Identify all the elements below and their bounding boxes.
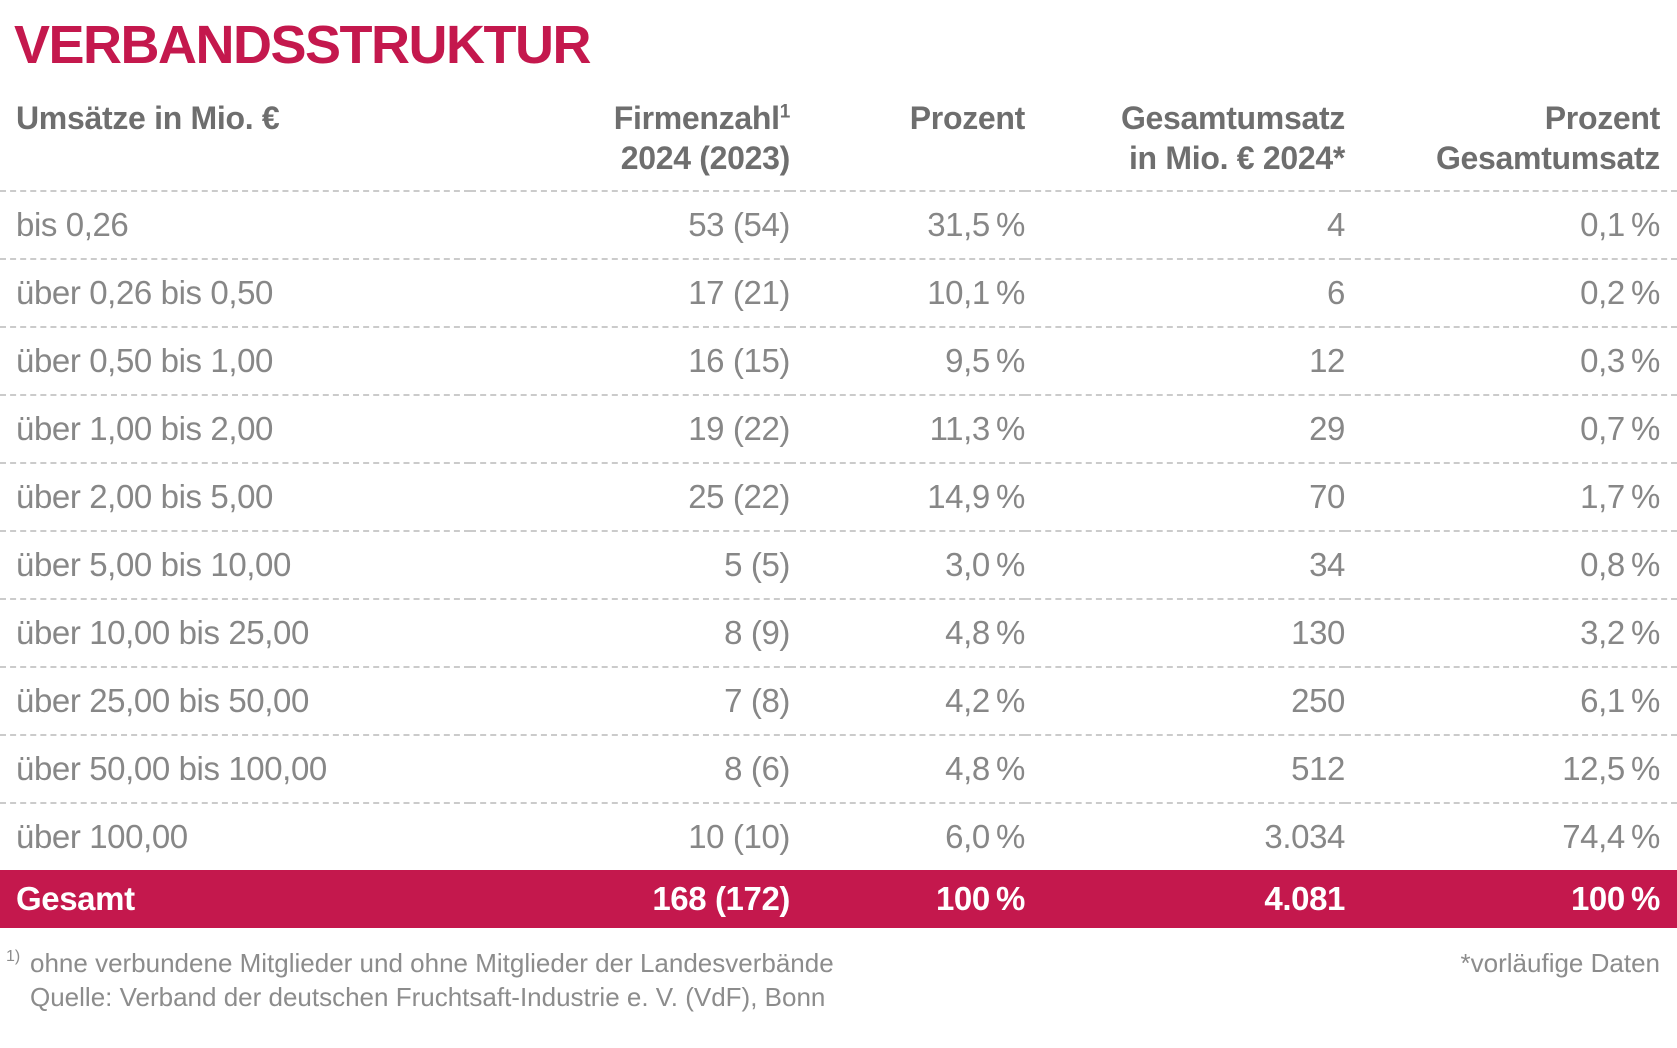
total-revenue: 4.081 <box>1264 880 1345 917</box>
table-total-row: Gesamt 168 (172) 100 % 4.081 100 % <box>0 870 1677 928</box>
total-label: Gesamt <box>16 880 135 917</box>
cell-revenue: 512 <box>1291 750 1345 787</box>
cell-revenue-percent: 6,1 % <box>1580 682 1660 719</box>
cell-range: über 100,00 <box>16 818 188 855</box>
table-header-row: Umsätze in Mio. € Firmenzahl1 2024 (2023)… <box>0 94 1677 191</box>
col-header-firmenzahl-sub: 2024 (2023) <box>620 140 791 176</box>
cell-firms: 16 (15) <box>688 342 790 379</box>
cell-range: über 50,00 bis 100,00 <box>16 750 327 787</box>
cell-revenue-percent: 0,3 % <box>1580 342 1660 379</box>
cell-range: über 5,00 bis 10,00 <box>16 546 291 583</box>
total-revenue-percent: 100 % <box>1570 880 1660 917</box>
table-row: über 0,50 bis 1,00 16 (15) 9,5 % 12 0,3 … <box>0 327 1677 395</box>
cell-range: über 0,50 bis 1,00 <box>16 342 273 379</box>
col-header-prozent-gesamtumsatz-label: Prozent <box>1544 100 1661 136</box>
total-firms: 168 (172) <box>652 880 790 917</box>
cell-percent: 9,5 % <box>945 342 1025 379</box>
cell-revenue-percent: 3,2 % <box>1580 614 1660 651</box>
cell-revenue: 250 <box>1291 682 1345 719</box>
cell-percent: 3,0 % <box>945 546 1025 583</box>
footnotes: 1) ohne verbundene Mitglieder und ohne M… <box>0 928 1677 1014</box>
cell-revenue: 34 <box>1309 546 1345 583</box>
source-note: Quelle: Verband der deutschen Fruchtsaft… <box>6 980 834 1014</box>
footnote-1-marker: 1) <box>6 948 21 965</box>
footnote-1-text: ohne verbundene Mitglieder und ohne Mitg… <box>30 948 834 978</box>
col-header-umsaetze-label: Umsätze in Mio. € <box>16 100 280 136</box>
cell-revenue-percent: 1,7 % <box>1580 478 1660 515</box>
cell-firms: 8 (9) <box>724 614 790 651</box>
cell-range: über 2,00 bis 5,00 <box>16 478 273 515</box>
cell-revenue-percent: 12,5 % <box>1562 750 1660 787</box>
col-header-umsaetze: Umsätze in Mio. € <box>0 94 470 191</box>
cell-percent: 14,9 % <box>927 478 1025 515</box>
col-header-firmenzahl-label: Firmenzahl <box>613 100 780 136</box>
cell-firms: 53 (54) <box>688 206 790 243</box>
col-header-firmenzahl: Firmenzahl1 2024 (2023) <box>470 94 791 191</box>
table-row: über 2,00 bis 5,00 25 (22) 14,9 % 70 1,7… <box>0 463 1677 531</box>
cell-firms: 17 (21) <box>688 274 790 311</box>
cell-revenue-percent: 0,8 % <box>1580 546 1660 583</box>
col-header-prozent-gesamtumsatz-sub: Gesamtumsatz <box>1435 140 1660 176</box>
footnotes-left: 1) ohne verbundene Mitglieder und ohne M… <box>6 946 834 1014</box>
col-header-gesamtumsatz-label: Gesamtumsatz <box>1120 100 1345 136</box>
cell-percent: 4,2 % <box>945 682 1025 719</box>
table-row: über 10,00 bis 25,00 8 (9) 4,8 % 130 3,2… <box>0 599 1677 667</box>
footnote-1: 1) ohne verbundene Mitglieder und ohne M… <box>6 946 834 980</box>
table-row: über 100,00 10 (10) 6,0 % 3.034 74,4 % <box>0 803 1677 870</box>
table-row: über 1,00 bis 2,00 19 (22) 11,3 % 29 0,7… <box>0 395 1677 463</box>
cell-revenue: 70 <box>1309 478 1345 515</box>
cell-percent: 10,1 % <box>927 274 1025 311</box>
cell-range: bis 0,26 <box>16 206 129 243</box>
cell-revenue: 6 <box>1327 274 1345 311</box>
total-percent: 100 % <box>935 880 1025 917</box>
cell-revenue-percent: 74,4 % <box>1562 818 1660 855</box>
cell-firms: 25 (22) <box>688 478 790 515</box>
col-header-gesamtumsatz: Gesamtumsatz in Mio. € 2024* <box>1025 94 1345 191</box>
cell-range: über 1,00 bis 2,00 <box>16 410 273 447</box>
cell-firms: 10 (10) <box>688 818 790 855</box>
association-structure-table: Umsätze in Mio. € Firmenzahl1 2024 (2023)… <box>0 94 1677 928</box>
cell-range: über 0,26 bis 0,50 <box>16 274 273 311</box>
cell-revenue: 29 <box>1309 410 1345 447</box>
footnote-marker-1: 1 <box>779 101 791 123</box>
cell-firms: 5 (5) <box>724 546 790 583</box>
cell-revenue-percent: 0,2 % <box>1580 274 1660 311</box>
cell-firms: 7 (8) <box>724 682 790 719</box>
cell-revenue: 3.034 <box>1264 818 1345 855</box>
cell-percent: 11,3 % <box>929 410 1026 447</box>
table-row: über 0,26 bis 0,50 17 (21) 10,1 % 6 0,2 … <box>0 259 1677 327</box>
table-row: über 50,00 bis 100,00 8 (6) 4,8 % 512 12… <box>0 735 1677 803</box>
cell-percent: 4,8 % <box>945 614 1025 651</box>
col-header-prozent: Prozent <box>790 94 1026 191</box>
cell-range: über 25,00 bis 50,00 <box>16 682 309 719</box>
cell-revenue: 130 <box>1291 614 1345 651</box>
source-note-text: Quelle: Verband der deutschen Fruchtsaft… <box>30 982 826 1012</box>
cell-percent: 31,5 % <box>927 206 1025 243</box>
page-title: VERBANDSSTRUKTUR <box>14 15 592 75</box>
cell-percent: 4,8 % <box>945 750 1025 787</box>
cell-revenue-percent: 0,1 % <box>1580 206 1660 243</box>
table-row: über 25,00 bis 50,00 7 (8) 4,2 % 250 6,1… <box>0 667 1677 735</box>
preliminary-note: *vorläufige Daten <box>1460 948 1660 978</box>
col-header-prozent-gesamtumsatz: Prozent Gesamtumsatz <box>1345 94 1677 191</box>
cell-revenue-percent: 0,7 % <box>1580 410 1660 447</box>
cell-revenue: 12 <box>1309 342 1345 379</box>
cell-range: über 10,00 bis 25,00 <box>16 614 309 651</box>
table-row: über 5,00 bis 10,00 5 (5) 3,0 % 34 0,8 % <box>0 531 1677 599</box>
cell-firms: 8 (6) <box>724 750 790 787</box>
cell-revenue: 4 <box>1327 206 1345 243</box>
table-row: bis 0,26 53 (54) 31,5 % 4 0,1 % <box>0 191 1677 259</box>
cell-percent: 6,0 % <box>945 818 1025 855</box>
col-header-gesamtumsatz-sub: in Mio. € 2024* <box>1128 140 1345 176</box>
cell-firms: 19 (22) <box>688 410 790 447</box>
col-header-prozent-label: Prozent <box>909 100 1026 136</box>
